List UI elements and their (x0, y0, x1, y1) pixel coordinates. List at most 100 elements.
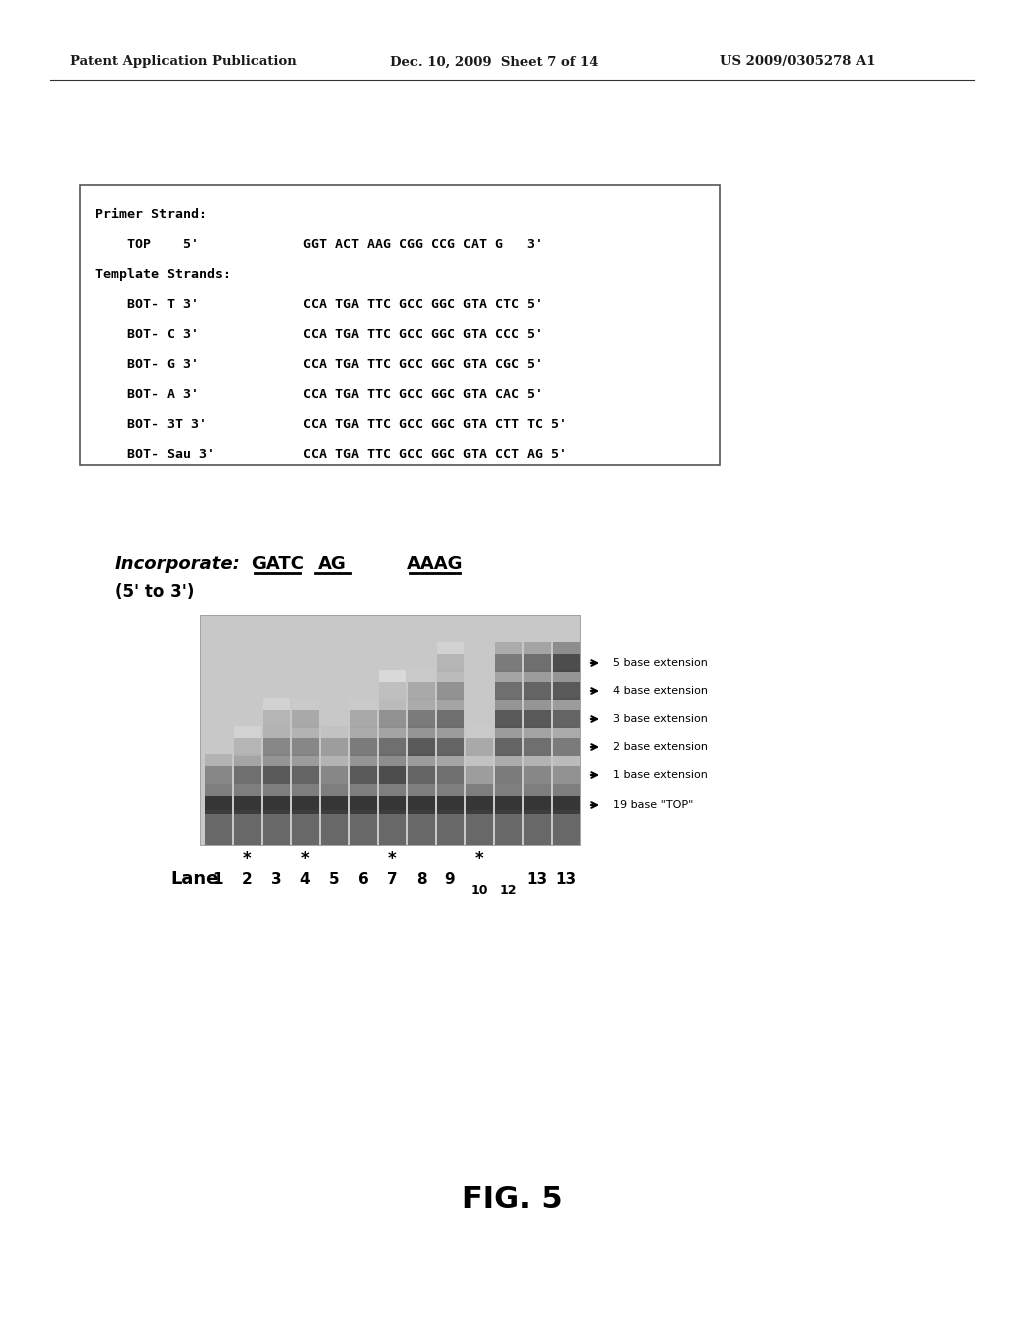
Text: BOT- G 3'             CCA TGA TTC GCC GGC GTA CGC 5': BOT- G 3' CCA TGA TTC GCC GGC GTA CGC 5' (95, 358, 543, 371)
Bar (321, 726, 348, 738)
Bar (553, 810, 580, 845)
Text: 5 base extension: 5 base extension (613, 657, 708, 668)
Bar (379, 710, 406, 729)
Bar (321, 810, 348, 845)
Bar (437, 710, 464, 729)
Bar (205, 796, 232, 814)
Bar (205, 766, 232, 784)
Bar (495, 726, 522, 738)
Bar (379, 754, 406, 766)
Bar (437, 784, 464, 796)
Bar (437, 810, 464, 845)
Bar (408, 754, 435, 766)
Text: 3 base extension: 3 base extension (613, 714, 708, 723)
Bar (524, 738, 551, 756)
Text: 9: 9 (444, 871, 456, 887)
Bar (350, 738, 377, 756)
Bar (495, 738, 522, 756)
Bar (263, 698, 290, 710)
Bar (437, 766, 464, 784)
Text: 6: 6 (357, 871, 369, 887)
Bar (379, 726, 406, 738)
Bar (524, 796, 551, 814)
Bar (234, 810, 261, 845)
Bar (263, 726, 290, 738)
Text: 19 base "TOP": 19 base "TOP" (613, 800, 693, 810)
Bar (495, 710, 522, 729)
Bar (379, 698, 406, 710)
Text: Dec. 10, 2009  Sheet 7 of 14: Dec. 10, 2009 Sheet 7 of 14 (390, 55, 598, 69)
Bar (321, 784, 348, 796)
Bar (524, 784, 551, 796)
Bar (495, 796, 522, 814)
Bar (408, 738, 435, 756)
Bar (408, 726, 435, 738)
Bar (408, 784, 435, 796)
Text: 8: 8 (416, 871, 426, 887)
Bar (437, 653, 464, 672)
Bar (437, 738, 464, 756)
Text: FIG. 5: FIG. 5 (462, 1185, 562, 1214)
Bar (553, 766, 580, 784)
Bar (350, 726, 377, 738)
Bar (379, 682, 406, 700)
Bar (408, 710, 435, 729)
Text: US 2009/0305278 A1: US 2009/0305278 A1 (720, 55, 876, 69)
Text: BOT- C 3'             CCA TGA TTC GCC GGC GTA CCC 5': BOT- C 3' CCA TGA TTC GCC GGC GTA CCC 5' (95, 327, 543, 341)
Text: 4: 4 (300, 871, 310, 887)
Text: 12: 12 (500, 884, 517, 898)
Bar (379, 796, 406, 814)
Bar (292, 784, 319, 796)
Text: 3: 3 (270, 871, 282, 887)
Bar (350, 710, 377, 729)
Bar (524, 698, 551, 710)
Text: 13: 13 (526, 871, 548, 887)
Bar (379, 671, 406, 682)
Bar (437, 642, 464, 653)
Bar (553, 682, 580, 700)
Text: Incorporate:: Incorporate: (115, 554, 241, 573)
Text: GATC: GATC (251, 554, 304, 573)
Text: Primer Strand:: Primer Strand: (95, 209, 207, 220)
Text: 13: 13 (555, 871, 577, 887)
Bar (379, 766, 406, 784)
Text: BOT- T 3'             CCA TGA TTC GCC GGC GTA CTC 5': BOT- T 3' CCA TGA TTC GCC GGC GTA CTC 5' (95, 298, 543, 312)
Bar (524, 754, 551, 766)
Bar (350, 698, 377, 710)
Bar (292, 796, 319, 814)
Text: Template Strands:: Template Strands: (95, 268, 231, 281)
Bar (524, 810, 551, 845)
Bar (437, 682, 464, 700)
Bar (350, 754, 377, 766)
Text: Lane: Lane (170, 870, 218, 888)
Text: AAAG: AAAG (407, 554, 463, 573)
Text: 10: 10 (470, 884, 487, 898)
Text: 1: 1 (213, 871, 223, 887)
Bar (321, 796, 348, 814)
Bar (234, 796, 261, 814)
Bar (292, 698, 319, 710)
Bar (437, 796, 464, 814)
Bar (553, 796, 580, 814)
Bar (466, 796, 493, 814)
Text: BOT- A 3'             CCA TGA TTC GCC GGC GTA CAC 5': BOT- A 3' CCA TGA TTC GCC GGC GTA CAC 5' (95, 388, 543, 401)
Bar (553, 653, 580, 672)
Bar (350, 766, 377, 784)
Bar (263, 766, 290, 784)
Text: TOP    5'             GGT ACT AAG CGG CCG CAT G   3': TOP 5' GGT ACT AAG CGG CCG CAT G 3' (95, 238, 543, 251)
Bar (553, 784, 580, 796)
Bar (350, 796, 377, 814)
Bar (524, 653, 551, 672)
Bar (466, 810, 493, 845)
Bar (495, 810, 522, 845)
Bar (437, 698, 464, 710)
Bar (524, 682, 551, 700)
Bar (524, 671, 551, 682)
Bar (466, 726, 493, 738)
Bar (234, 738, 261, 756)
Bar (495, 784, 522, 796)
Bar (553, 738, 580, 756)
Text: *: * (243, 850, 251, 869)
Bar (553, 671, 580, 682)
Text: BOT- 3T 3'            CCA TGA TTC GCC GGC GTA CTT TC 5': BOT- 3T 3' CCA TGA TTC GCC GGC GTA CTT T… (95, 418, 567, 432)
